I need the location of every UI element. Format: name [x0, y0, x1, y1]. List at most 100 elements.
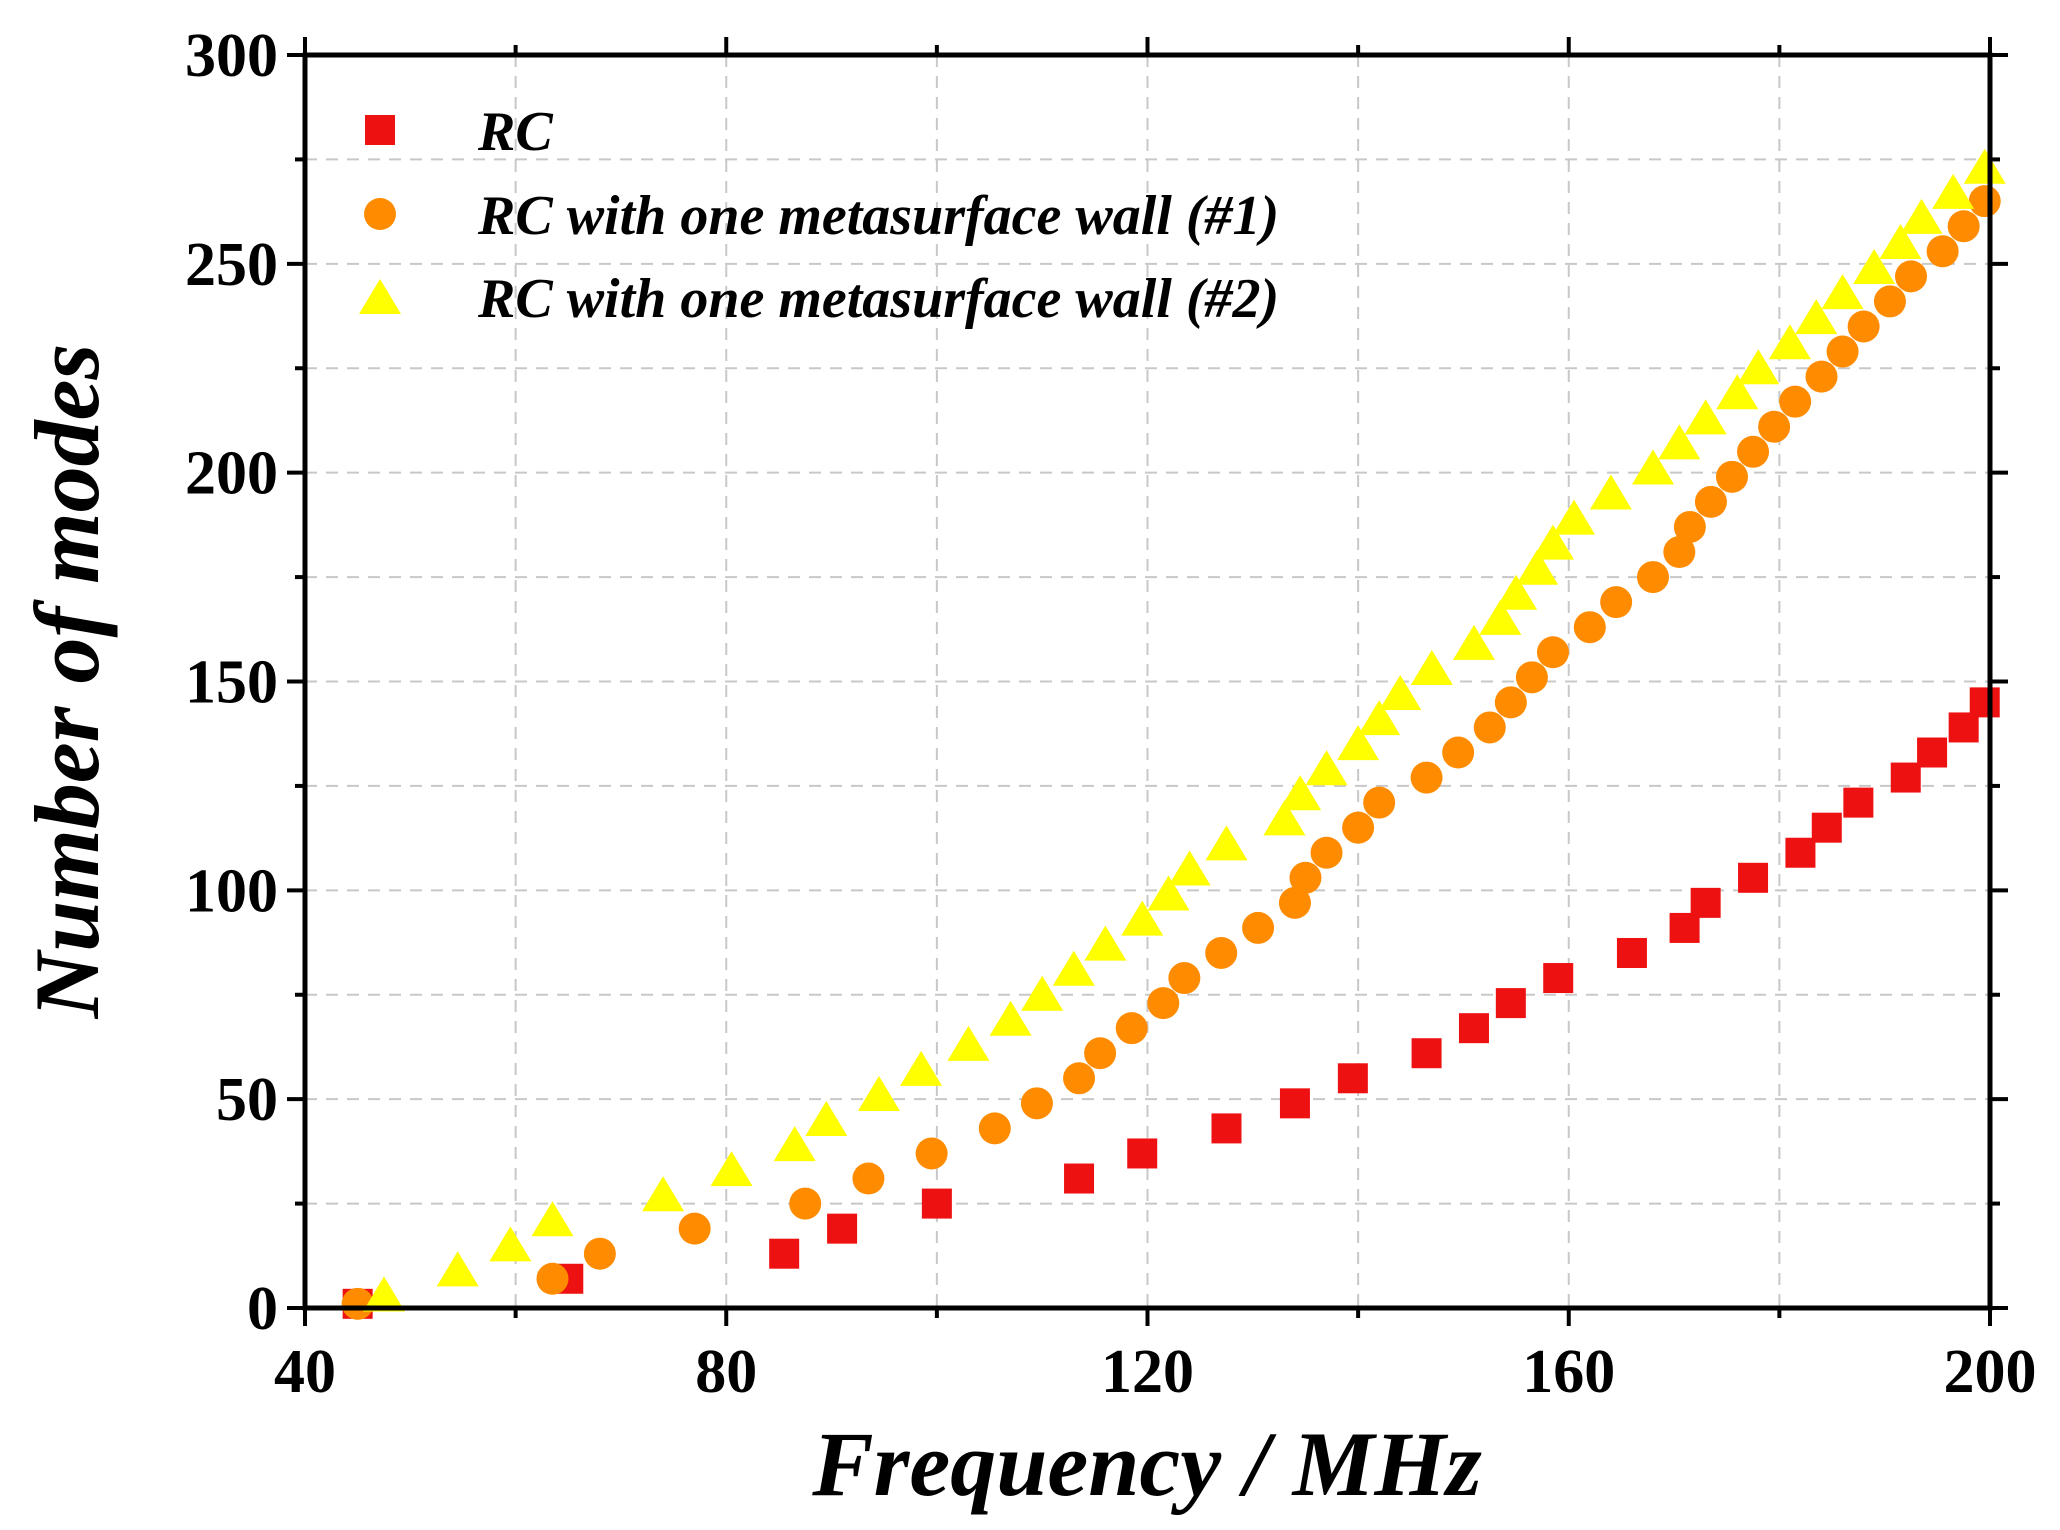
- metasurface-2-point: [1263, 800, 1306, 836]
- rc-point: [1616, 937, 1647, 968]
- metasurface-1-point: [1573, 611, 1606, 644]
- rc-point: [1458, 1013, 1489, 1044]
- metasurface-1-point: [1637, 561, 1669, 594]
- metasurface-1-point: [1168, 962, 1201, 995]
- x-tick-label: 40: [274, 1338, 336, 1406]
- legend-marker-metasurface-2: [359, 279, 401, 314]
- rc-point: [1811, 812, 1842, 843]
- metasurface-2-point: [1279, 775, 1322, 811]
- x-axis-title: Frequency / MHz: [811, 1413, 1482, 1515]
- metasurface-1-point: [536, 1262, 569, 1295]
- gridlines: [305, 55, 1990, 1308]
- metasurface-2-point: [1516, 549, 1559, 585]
- legend-marker-metasurface-1: [364, 198, 396, 230]
- metasurface-2-point: [1452, 624, 1495, 660]
- y-tick-label: 100: [185, 857, 278, 925]
- metasurface-2-point: [805, 1101, 848, 1137]
- rc-point: [769, 1238, 800, 1269]
- metasurface-1-point: [1515, 661, 1548, 694]
- metasurface-1-point: [1926, 235, 1959, 268]
- metasurface-2-point: [1121, 900, 1164, 936]
- metasurface-2-point: [1879, 223, 1922, 259]
- legend-label-metasurface-1: RC with one metasurface wall (#1): [477, 185, 1279, 247]
- data-points: [341, 148, 2006, 1320]
- x-tick-label: 200: [1944, 1338, 2037, 1406]
- metasurface-1-point: [1758, 410, 1791, 443]
- metasurface-2-point: [1021, 975, 1064, 1011]
- metasurface-2-point: [1768, 324, 1811, 360]
- metasurface-2-point: [947, 1025, 990, 1061]
- metasurface-1-point: [1895, 260, 1928, 293]
- y-tick-label: 50: [216, 1066, 278, 1134]
- metasurface-2-point: [1052, 950, 1095, 986]
- rc-point: [1211, 1113, 1242, 1144]
- rc-point: [1969, 687, 2000, 718]
- y-axis-title: Number of modes: [16, 344, 118, 1020]
- x-tick-label: 160: [1522, 1338, 1615, 1406]
- metasurface-2-point: [1684, 399, 1727, 435]
- metasurface-2-point: [1737, 349, 1780, 385]
- rc-point: [827, 1213, 858, 1244]
- metasurface-2-point: [1795, 299, 1838, 335]
- y-tick-label: 0: [247, 1275, 278, 1343]
- metasurface-1-point: [1715, 460, 1748, 493]
- rc-point: [1279, 1088, 1310, 1119]
- rc-point: [1337, 1063, 1368, 1094]
- rc-point: [1917, 737, 1948, 768]
- rc-point: [1690, 887, 1721, 918]
- metasurface-1-point: [1805, 360, 1838, 393]
- metasurface-1-point: [1115, 1012, 1148, 1045]
- metasurface-2-point: [1084, 925, 1127, 961]
- metasurface-1-point: [1084, 1037, 1117, 1070]
- metasurface-1-point: [1847, 310, 1880, 343]
- metasurface-2-point: [1205, 825, 1248, 861]
- metasurface-1-point: [852, 1162, 885, 1195]
- metasurface-2-point: [1337, 725, 1380, 761]
- rc-point: [1785, 837, 1816, 868]
- metasurface-2-point: [531, 1201, 574, 1237]
- metasurface-1-point: [341, 1287, 374, 1320]
- metasurface-1-point: [1147, 987, 1180, 1020]
- metasurface-2-point: [1553, 499, 1596, 535]
- metasurface-2-point: [436, 1251, 479, 1287]
- metasurface-2-point: [1305, 750, 1348, 786]
- metasurface-1-point: [1873, 285, 1906, 318]
- metasurface-2-point: [773, 1126, 816, 1162]
- legend-label-rc: RC: [477, 101, 553, 163]
- metasurface-1-point: [1694, 485, 1727, 518]
- metasurface-1-point: [1968, 185, 2001, 218]
- legend-marker-rc: [365, 115, 395, 145]
- metasurface-2-point: [489, 1226, 532, 1262]
- metasurface-1-point: [1473, 711, 1506, 744]
- metasurface-1-point: [1410, 761, 1443, 794]
- metasurface-2-point: [900, 1050, 943, 1086]
- metasurface-2-point: [857, 1075, 900, 1111]
- metasurface-1-point: [1363, 786, 1396, 819]
- rc-point: [1669, 912, 1700, 943]
- metasurface-2-point: [1963, 148, 2006, 184]
- metasurface-1-point: [1947, 210, 1980, 243]
- metasurface-2-point: [362, 1276, 405, 1312]
- metasurface-1-point: [678, 1212, 711, 1245]
- x-tick-label: 80: [695, 1338, 757, 1406]
- metasurface-2-point: [1932, 173, 1975, 209]
- metasurface-2-point: [1658, 424, 1701, 460]
- metasurface-1-point: [583, 1237, 616, 1270]
- metasurface-2-point: [642, 1176, 685, 1212]
- metasurface-1-point: [1310, 836, 1343, 869]
- metasurface-1-point: [1020, 1087, 1053, 1120]
- metasurface-1-point: [1779, 385, 1812, 418]
- rc-point: [921, 1188, 952, 1219]
- metasurface-1-point: [1494, 686, 1527, 719]
- rc-point: [1738, 862, 1769, 893]
- metasurface-1-point: [915, 1137, 948, 1170]
- rc-point: [1127, 1138, 1158, 1169]
- rc-point: [1064, 1163, 1095, 1194]
- metasurface-1-point: [978, 1112, 1011, 1145]
- metasurface-2-point: [1479, 599, 1522, 635]
- rc-point: [1543, 963, 1574, 994]
- metasurface-1-point: [1600, 586, 1633, 619]
- metasurface-2-point: [1821, 274, 1864, 310]
